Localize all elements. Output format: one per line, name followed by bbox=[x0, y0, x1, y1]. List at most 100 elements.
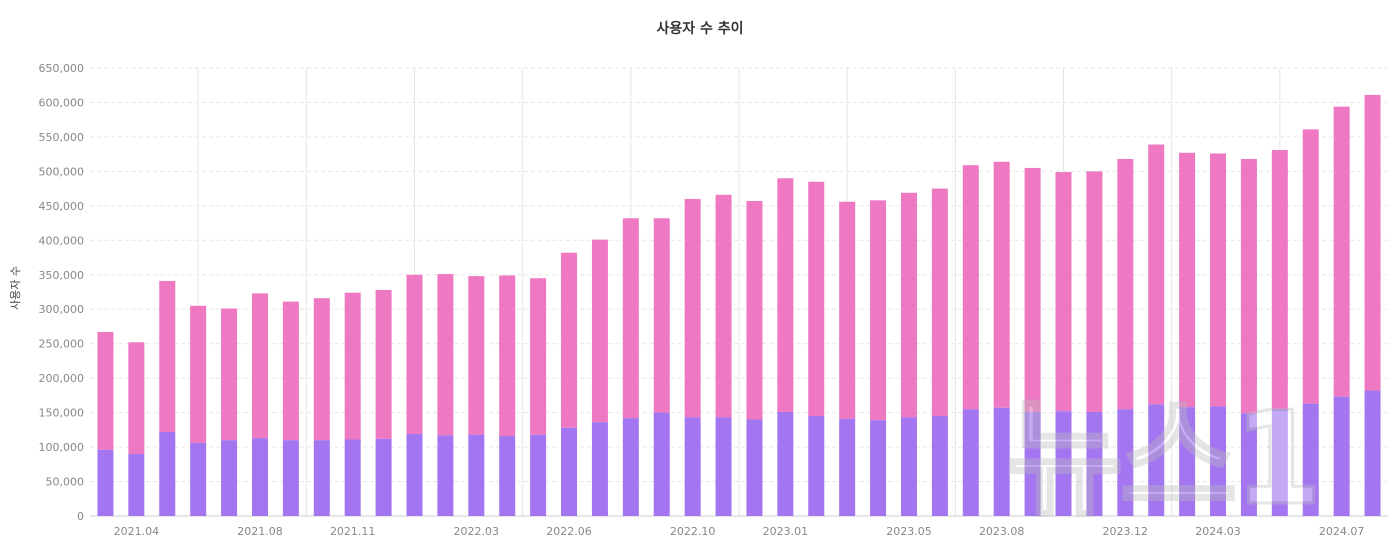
x-tick-label: 2022.06 bbox=[546, 525, 592, 538]
bar-lower-segment bbox=[777, 411, 794, 516]
bar-upper-segment bbox=[97, 331, 114, 450]
bar-lower-segment bbox=[931, 416, 948, 516]
bar-lower-segment bbox=[282, 440, 299, 516]
bar-lower-segment bbox=[962, 409, 979, 516]
bar-upper-segment bbox=[468, 276, 485, 435]
bar-lower-segment bbox=[313, 440, 330, 516]
bar-upper-segment bbox=[313, 298, 330, 441]
bar-lower-segment bbox=[159, 431, 176, 516]
x-tick-label: 2021.08 bbox=[237, 525, 283, 538]
y-tick-label: 600,000 bbox=[39, 96, 85, 109]
bar-upper-segment bbox=[437, 274, 454, 436]
bar-lower-segment bbox=[1148, 404, 1165, 516]
bar-lower-segment bbox=[684, 417, 701, 516]
bar-upper-segment bbox=[251, 293, 268, 439]
bar-upper-segment bbox=[1148, 144, 1165, 405]
bar-upper-segment bbox=[1210, 153, 1227, 407]
bar-upper-segment bbox=[530, 278, 547, 435]
bar-upper-segment bbox=[622, 218, 639, 419]
bar-lower-segment bbox=[1055, 411, 1072, 516]
bar-upper-segment bbox=[653, 218, 670, 413]
x-tick-label: 2022.10 bbox=[670, 525, 716, 538]
bar-lower-segment bbox=[808, 416, 825, 516]
x-tick-label: 2023.08 bbox=[979, 525, 1025, 538]
bar-lower-segment bbox=[190, 442, 207, 516]
bar-lower-segment bbox=[1179, 407, 1196, 516]
bar-lower-segment bbox=[1302, 403, 1319, 516]
bar-lower-segment bbox=[839, 418, 856, 516]
bar-lower-segment bbox=[561, 427, 578, 516]
y-tick-label: 300,000 bbox=[39, 303, 85, 316]
y-tick-labels: 0 50,000 100,000 150,000 200,000 250,000 300,0… bbox=[39, 62, 85, 523]
bar-upper-segment bbox=[1117, 158, 1134, 410]
bar-upper-segment bbox=[715, 194, 732, 418]
y-tick-label: 0 bbox=[77, 510, 84, 523]
bar-lower-segment bbox=[1240, 413, 1257, 516]
bar-lower-segment bbox=[870, 420, 887, 516]
bar-lower-segment bbox=[530, 434, 547, 516]
x-tick-label: 2023.05 bbox=[886, 525, 932, 538]
bar-upper-segment bbox=[190, 305, 207, 443]
bar-lower-segment bbox=[375, 438, 392, 516]
bar-upper-segment bbox=[344, 292, 361, 440]
bar-upper-segment bbox=[684, 198, 701, 418]
y-tick-label: 250,000 bbox=[39, 338, 85, 351]
x-tick-label: 2021.11 bbox=[330, 525, 376, 538]
y-tick-label: 100,000 bbox=[39, 441, 85, 454]
bar-lower-segment bbox=[900, 417, 917, 516]
bar-lower-segment bbox=[499, 436, 516, 516]
bar-lower-segment bbox=[653, 412, 670, 516]
bar-upper-segment bbox=[1024, 167, 1041, 412]
bar-upper-segment bbox=[1055, 172, 1072, 412]
chart-title: 사용자 수 추이 bbox=[656, 21, 744, 37]
y-tick-label: 400,000 bbox=[39, 234, 85, 247]
bar-upper-segment bbox=[1179, 152, 1196, 408]
bar-upper-segment bbox=[1240, 158, 1257, 414]
bar-upper-segment bbox=[375, 289, 392, 439]
bar-upper-segment bbox=[159, 280, 176, 432]
x-tick-label: 2023.01 bbox=[763, 525, 809, 538]
bar-upper-segment bbox=[591, 239, 608, 423]
bar-upper-segment bbox=[993, 161, 1010, 408]
bar-lower-segment bbox=[1086, 411, 1103, 516]
y-tick-label: 450,000 bbox=[39, 200, 85, 213]
bar-upper-segment bbox=[1333, 106, 1350, 397]
bar-upper-segment bbox=[221, 308, 238, 441]
bar-upper-segment bbox=[499, 275, 516, 437]
bar-lower-segment bbox=[437, 435, 454, 516]
bar-upper-segment bbox=[1302, 129, 1319, 404]
bar-upper-segment bbox=[808, 181, 825, 417]
bar-lower-segment bbox=[251, 438, 268, 516]
bar-lower-segment bbox=[97, 449, 114, 516]
x-tick-label: 2024.07 bbox=[1319, 525, 1365, 538]
x-tick-label: 2022.03 bbox=[454, 525, 500, 538]
bar-lower-segment bbox=[1364, 390, 1381, 516]
bar-upper-segment bbox=[931, 188, 948, 417]
x-tick-label: 2023.12 bbox=[1103, 525, 1149, 538]
bar-upper-segment bbox=[1086, 171, 1103, 412]
bar-upper-segment bbox=[282, 301, 299, 441]
y-tick-label: 350,000 bbox=[39, 269, 85, 282]
y-tick-label: 50,000 bbox=[46, 476, 85, 489]
bar-lower-segment bbox=[993, 407, 1010, 516]
bar-lower-segment bbox=[1117, 409, 1134, 516]
bar-lower-segment bbox=[1333, 396, 1350, 516]
bar-upper-segment bbox=[839, 201, 856, 419]
y-tick-label: 650,000 bbox=[39, 62, 85, 75]
bar-upper-segment bbox=[746, 201, 763, 420]
bar-upper-segment bbox=[561, 252, 578, 428]
bar-lower-segment bbox=[406, 433, 423, 516]
bar-upper-segment bbox=[1364, 94, 1381, 391]
bar-lower-segment bbox=[715, 417, 732, 516]
bar-lower-segment bbox=[1024, 411, 1041, 516]
bar-upper-segment bbox=[1271, 150, 1288, 410]
bar-upper-segment bbox=[128, 342, 145, 454]
bar-lower-segment bbox=[1271, 409, 1288, 516]
bar-upper-segment bbox=[900, 192, 917, 418]
bar-lower-segment bbox=[344, 439, 361, 516]
bar-lower-segment bbox=[128, 453, 145, 516]
bar-lower-segment bbox=[221, 440, 238, 516]
y-tick-label: 150,000 bbox=[39, 407, 85, 420]
bar-lower-segment bbox=[591, 422, 608, 516]
